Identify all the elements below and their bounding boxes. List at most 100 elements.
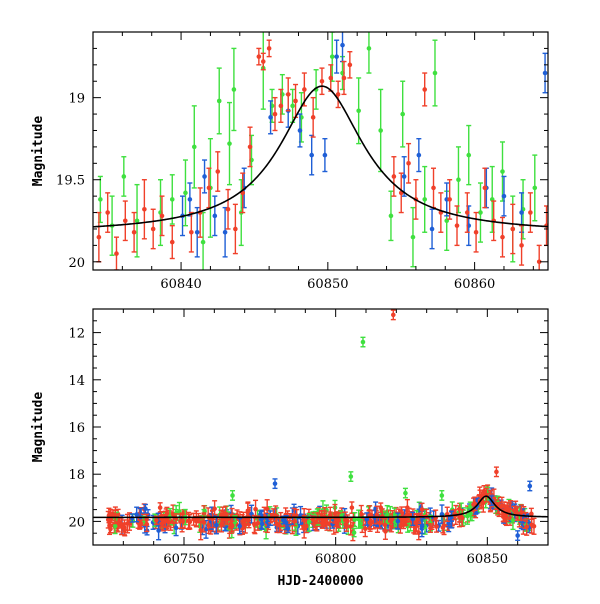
y-tick-label: 14 — [68, 374, 85, 389]
outlier-point-red — [493, 466, 499, 478]
data-point-red — [223, 505, 229, 525]
data-point-red — [397, 517, 403, 534]
data-point-green — [477, 182, 483, 243]
data-point-red — [240, 172, 246, 214]
data-point-red — [310, 96, 316, 138]
outlier-point-green — [402, 487, 408, 499]
data-point-red — [427, 523, 433, 533]
data-point-blue — [202, 159, 208, 194]
data-point-green — [121, 156, 127, 197]
data-point-green — [455, 146, 461, 214]
data-point-red — [278, 88, 284, 123]
data-point-red — [215, 151, 221, 192]
data-point-red — [229, 520, 235, 532]
x-tick-label: 60860 — [454, 277, 495, 292]
data-point-blue — [187, 182, 193, 217]
x-axis-label: HJD-2400000 — [277, 574, 363, 589]
data-point-red — [482, 167, 488, 209]
data-point-blue — [419, 518, 425, 535]
data-point-red — [108, 511, 114, 528]
data-point-green — [532, 154, 538, 222]
y-tick-label: 20 — [68, 256, 85, 271]
bottom-panel-full: 60750 60800 60850 12 14 16 18 20 Magnitude HJD-24… — [31, 308, 549, 589]
data-point-red — [500, 216, 505, 258]
data-point-red — [341, 60, 347, 96]
data-point-red — [332, 503, 338, 524]
top-panel-zoom: 60840 60850 60860 19 19.5 20 Magnitude — [31, 31, 549, 292]
data-point-blue — [501, 175, 507, 217]
data-point-red — [536, 244, 542, 270]
data-point-red — [453, 504, 459, 526]
data-point-red — [406, 142, 412, 184]
y-tick-label: 20 — [68, 515, 85, 530]
data-point-green — [182, 159, 188, 227]
data-point-red — [169, 224, 175, 260]
data-point-blue — [429, 208, 435, 250]
data-point-blue — [297, 113, 303, 148]
data-point-red — [510, 203, 516, 255]
data-point-red — [378, 502, 384, 513]
data-point-red — [347, 50, 353, 79]
data-point-red — [391, 156, 397, 197]
data-point-green — [466, 124, 472, 186]
data-point-red — [206, 167, 212, 209]
outlier-point-green — [348, 471, 354, 482]
y-tick-label: 18 — [68, 468, 85, 483]
data-point-blue — [194, 206, 200, 258]
outlier-point-green — [360, 336, 366, 348]
data-point-red — [112, 506, 118, 525]
outlier-point-green — [230, 490, 236, 501]
data-point-red — [122, 200, 128, 242]
data-point-red — [247, 126, 253, 168]
outlier-point-blue — [527, 480, 533, 492]
data-point-blue — [416, 137, 422, 173]
data-point-green — [366, 32, 372, 74]
outlier-point-green — [439, 490, 445, 501]
data-point-red — [349, 501, 355, 514]
data-point-red — [524, 517, 530, 536]
x-tick-label: 60800 — [315, 552, 356, 567]
data-point-red — [113, 236, 119, 270]
data-point-red — [454, 205, 460, 247]
data-point-green — [432, 39, 438, 107]
data-point-green — [227, 101, 232, 186]
data-point-red — [419, 502, 425, 517]
data-point-red — [464, 192, 470, 233]
data-point-red — [277, 517, 283, 534]
x-tick-label: 60750 — [163, 552, 204, 567]
y-axis-label: Magnitude — [31, 116, 46, 187]
data-point-red — [342, 511, 348, 529]
data-point-red — [336, 512, 342, 529]
data-point-red — [518, 504, 524, 521]
data-point-green — [356, 77, 362, 145]
plot-frame — [92, 31, 549, 271]
data-point-red — [260, 52, 266, 71]
data-point-blue — [156, 520, 162, 541]
data-point-red — [519, 224, 525, 266]
plot-area — [93, 32, 548, 270]
data-point-red — [398, 172, 404, 214]
x-tick-label: 60840 — [160, 277, 201, 292]
y-tick-label: 16 — [68, 421, 85, 436]
x-tick-label: 60850 — [467, 552, 508, 567]
data-point-blue — [542, 52, 548, 94]
data-point-red — [416, 525, 422, 541]
data-point-red — [293, 83, 299, 119]
data-point-blue — [212, 195, 218, 237]
data-point-red — [335, 80, 341, 109]
data-point-blue — [309, 134, 315, 176]
data-point-red — [472, 496, 478, 512]
data-point-green — [410, 206, 416, 268]
data-point-red — [501, 508, 507, 522]
data-point-red — [122, 523, 128, 537]
data-point-red — [186, 511, 192, 531]
data-point-green — [351, 527, 357, 538]
data-point-green — [388, 190, 394, 242]
data-point-red — [374, 505, 380, 525]
data-point-red — [198, 520, 204, 541]
data-point-red — [301, 514, 307, 527]
data-point-red — [431, 167, 437, 209]
data-point-red — [232, 203, 238, 255]
